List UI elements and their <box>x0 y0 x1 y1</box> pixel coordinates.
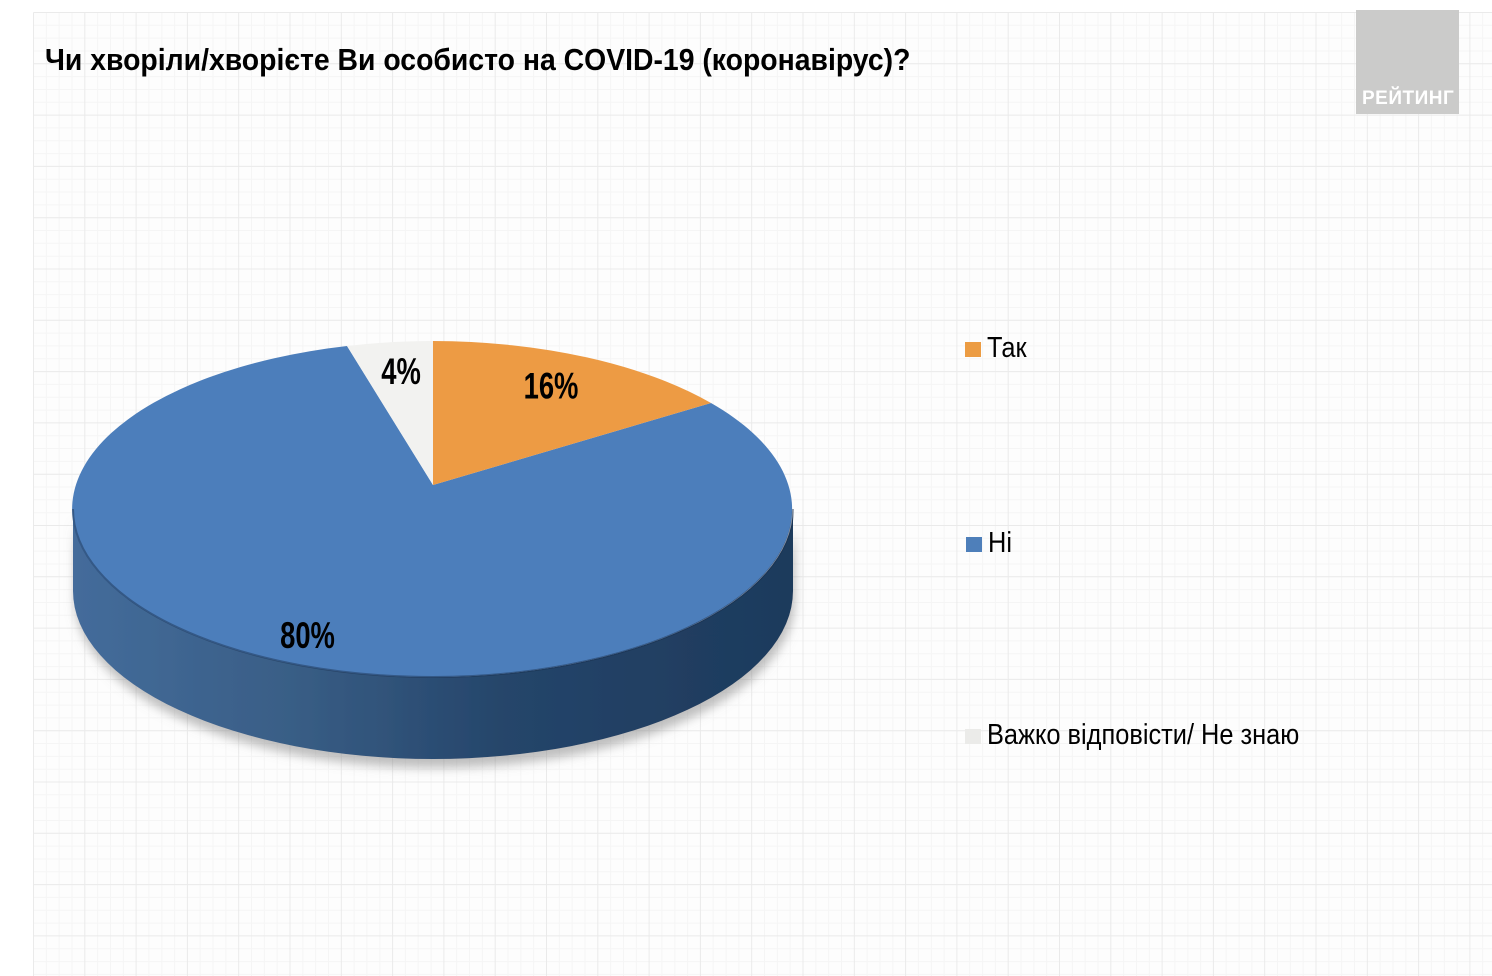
svg-text:16%: 16% <box>524 364 579 406</box>
svg-text:80%: 80% <box>280 614 335 656</box>
svg-text:4%: 4% <box>381 350 421 392</box>
